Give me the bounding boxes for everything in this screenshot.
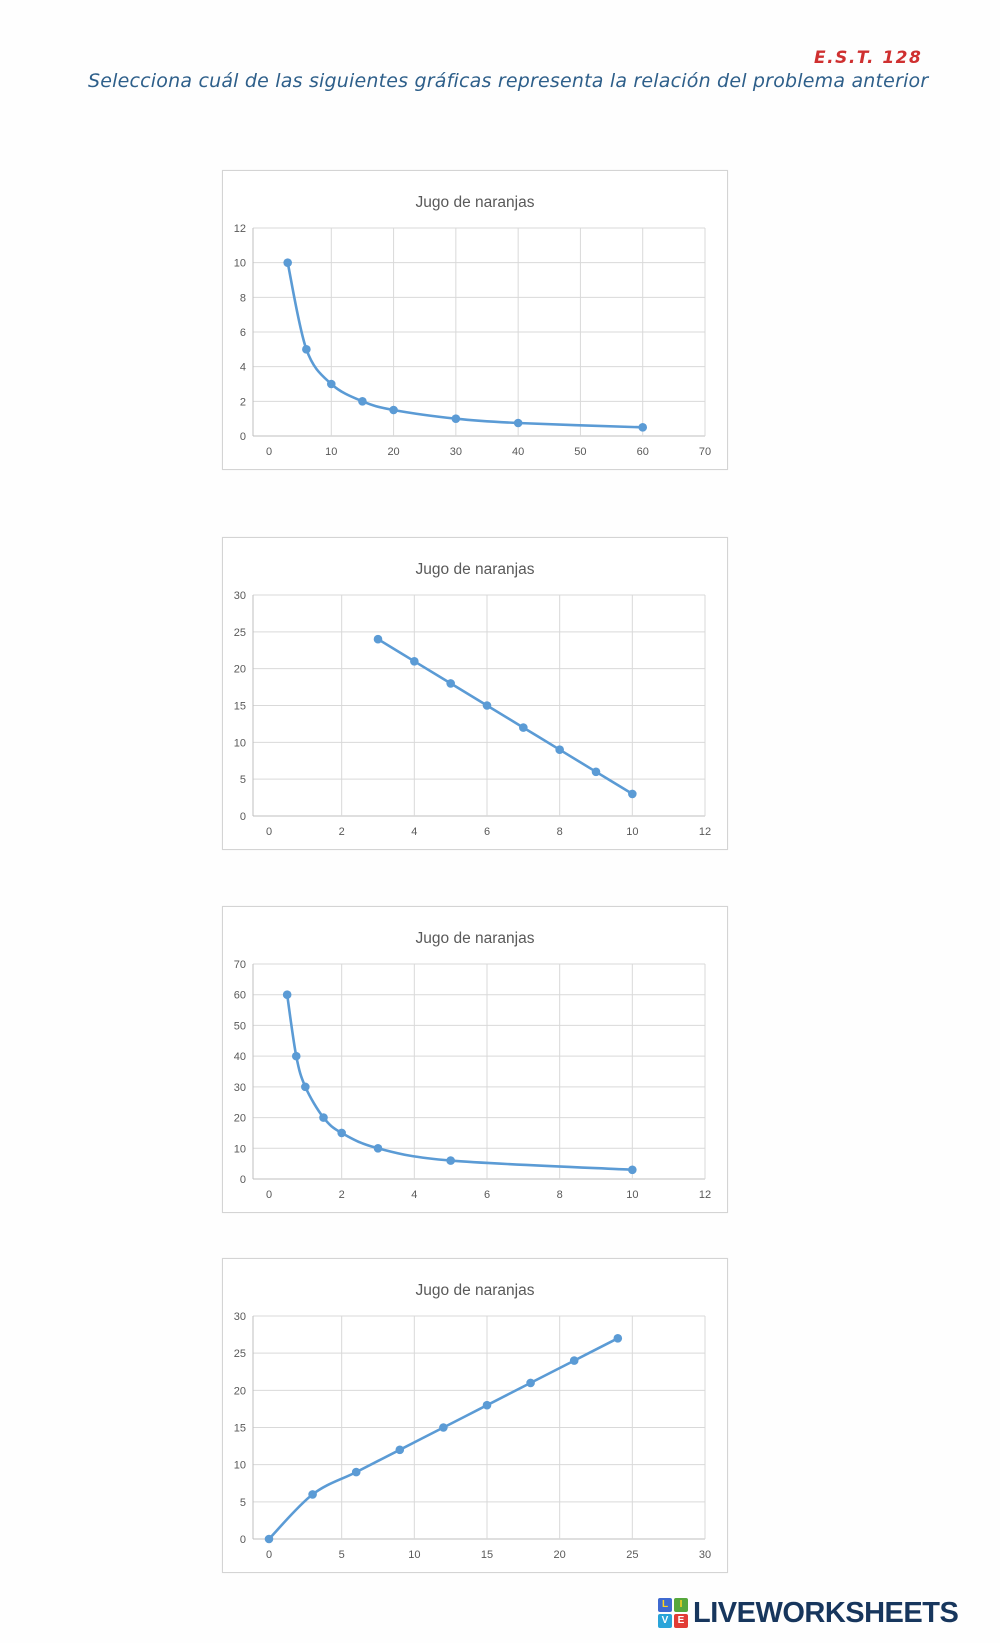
svg-text:25: 25 xyxy=(234,1348,246,1360)
logo-letter-v: V xyxy=(658,1614,672,1628)
svg-text:50: 50 xyxy=(574,446,586,458)
axis-tick-labels: 0 5 10 15 20 25 30 0 2 4 6 8 10 12 xyxy=(234,590,711,838)
brand-wordmark: LIVEWORKSHEETS xyxy=(693,1597,959,1629)
axis-tick-labels: 0 2 4 6 8 10 12 0 10 20 30 40 50 60 70 xyxy=(234,223,711,458)
series-line xyxy=(267,1337,620,1541)
svg-text:2: 2 xyxy=(339,826,345,838)
svg-text:4: 4 xyxy=(240,362,246,374)
svg-text:20: 20 xyxy=(234,1113,246,1125)
svg-text:30: 30 xyxy=(234,1082,246,1094)
svg-text:15: 15 xyxy=(234,1423,246,1435)
svg-text:70: 70 xyxy=(234,959,246,971)
svg-text:10: 10 xyxy=(626,1189,638,1201)
series-markers xyxy=(264,1334,623,1544)
chart-c-canvas: 0 10 20 30 40 50 60 70 0 2 4 6 8 10 12 Jugo de naranjas xyxy=(234,930,711,1201)
chart-d-canvas: 0 5 10 15 20 25 30 0 5 10 15 20 25 30 Jugo de naranjas xyxy=(234,1282,711,1561)
svg-text:40: 40 xyxy=(234,1051,246,1063)
chart-a-canvas: 0 2 4 6 8 10 12 0 10 20 30 40 50 60 70 Jugo de naranjas xyxy=(234,194,711,458)
liveworksheets-link[interactable]: L I V E LIVEWORKSHEETS xyxy=(658,1597,959,1629)
school-stamp-text: E.S.T. 128 xyxy=(814,48,923,68)
svg-text:10: 10 xyxy=(325,446,337,458)
svg-text:15: 15 xyxy=(234,701,246,713)
chart-b-canvas: 0 5 10 15 20 25 30 0 2 4 6 8 10 12 Jugo de naranjas xyxy=(234,561,711,838)
series-line xyxy=(286,261,645,429)
svg-text:10: 10 xyxy=(234,1460,246,1472)
svg-text:6: 6 xyxy=(484,826,490,838)
svg-text:0: 0 xyxy=(240,1174,246,1186)
axis-tick-labels: 0 5 10 15 20 25 30 0 5 10 15 20 25 30 xyxy=(234,1311,711,1561)
series-markers xyxy=(282,990,637,1175)
gridlines xyxy=(253,227,706,437)
svg-text:6: 6 xyxy=(240,327,246,339)
svg-text:2: 2 xyxy=(240,396,246,408)
svg-text:8: 8 xyxy=(557,1189,563,1201)
svg-text:25: 25 xyxy=(234,627,246,639)
gridlines xyxy=(253,963,706,1180)
svg-text:20: 20 xyxy=(234,664,246,676)
question-text: Selecciona cuál de las siguientes gráfic… xyxy=(88,70,929,92)
svg-text:0: 0 xyxy=(266,826,272,838)
logo-letter-e: E xyxy=(674,1614,688,1628)
svg-text:2: 2 xyxy=(339,1189,345,1201)
gridlines xyxy=(253,1315,706,1540)
svg-text:30: 30 xyxy=(699,1549,711,1561)
svg-text:0: 0 xyxy=(240,1534,246,1546)
svg-text:8: 8 xyxy=(240,292,246,304)
liveworksheets-logo-icon: L I V E xyxy=(658,1598,688,1628)
svg-text:0: 0 xyxy=(266,1549,272,1561)
logo-letter-i: I xyxy=(674,1598,688,1612)
svg-text:30: 30 xyxy=(450,446,462,458)
svg-text:20: 20 xyxy=(234,1385,246,1397)
gridlines xyxy=(253,594,706,817)
axis-tick-labels: 0 10 20 30 40 50 60 70 0 2 4 6 8 10 12 xyxy=(234,959,711,1201)
svg-text:0: 0 xyxy=(240,431,246,443)
chart-option-a[interactable]: 0 2 4 6 8 10 12 0 10 20 30 40 50 60 70 Jugo de naranjas xyxy=(222,170,728,470)
chart-option-d[interactable]: 0 5 10 15 20 25 30 0 5 10 15 20 25 30 Jugo de naranjas xyxy=(222,1258,728,1573)
svg-text:15: 15 xyxy=(481,1549,493,1561)
svg-text:0: 0 xyxy=(240,811,246,823)
svg-text:8: 8 xyxy=(557,826,563,838)
series-markers xyxy=(283,258,648,432)
svg-text:10: 10 xyxy=(234,258,246,270)
svg-text:60: 60 xyxy=(637,446,649,458)
svg-text:10: 10 xyxy=(234,737,246,749)
svg-text:20: 20 xyxy=(387,446,399,458)
svg-text:12: 12 xyxy=(699,1189,711,1201)
chart-title: Jugo de naranjas xyxy=(416,930,535,947)
svg-text:60: 60 xyxy=(234,990,246,1002)
logo-letter-l: L xyxy=(658,1598,672,1612)
chart-title: Jugo de naranjas xyxy=(416,194,535,211)
svg-text:10: 10 xyxy=(408,1549,420,1561)
svg-text:5: 5 xyxy=(240,774,246,786)
svg-text:6: 6 xyxy=(484,1189,490,1201)
svg-text:25: 25 xyxy=(626,1549,638,1561)
svg-text:0: 0 xyxy=(266,446,272,458)
svg-text:50: 50 xyxy=(234,1020,246,1032)
chart-option-b[interactable]: 0 5 10 15 20 25 30 0 2 4 6 8 10 12 Jugo de naranjas xyxy=(222,537,728,850)
svg-text:4: 4 xyxy=(411,1189,417,1201)
chart-option-c[interactable]: 0 10 20 30 40 50 60 70 0 2 4 6 8 10 12 Jugo de naranjas xyxy=(222,906,728,1213)
series-line xyxy=(285,993,634,1172)
svg-text:4: 4 xyxy=(411,826,417,838)
svg-text:30: 30 xyxy=(234,1311,246,1323)
svg-text:0: 0 xyxy=(266,1189,272,1201)
svg-text:12: 12 xyxy=(234,223,246,235)
svg-text:40: 40 xyxy=(512,446,524,458)
svg-text:20: 20 xyxy=(554,1549,566,1561)
svg-text:5: 5 xyxy=(240,1497,246,1509)
svg-text:12: 12 xyxy=(699,826,711,838)
svg-text:70: 70 xyxy=(699,446,711,458)
svg-text:10: 10 xyxy=(626,826,638,838)
series-markers xyxy=(373,634,637,799)
svg-text:5: 5 xyxy=(339,1549,345,1561)
chart-title: Jugo de naranjas xyxy=(416,561,535,578)
chart-title: Jugo de naranjas xyxy=(416,1282,535,1299)
svg-text:10: 10 xyxy=(234,1143,246,1155)
svg-text:30: 30 xyxy=(234,590,246,602)
